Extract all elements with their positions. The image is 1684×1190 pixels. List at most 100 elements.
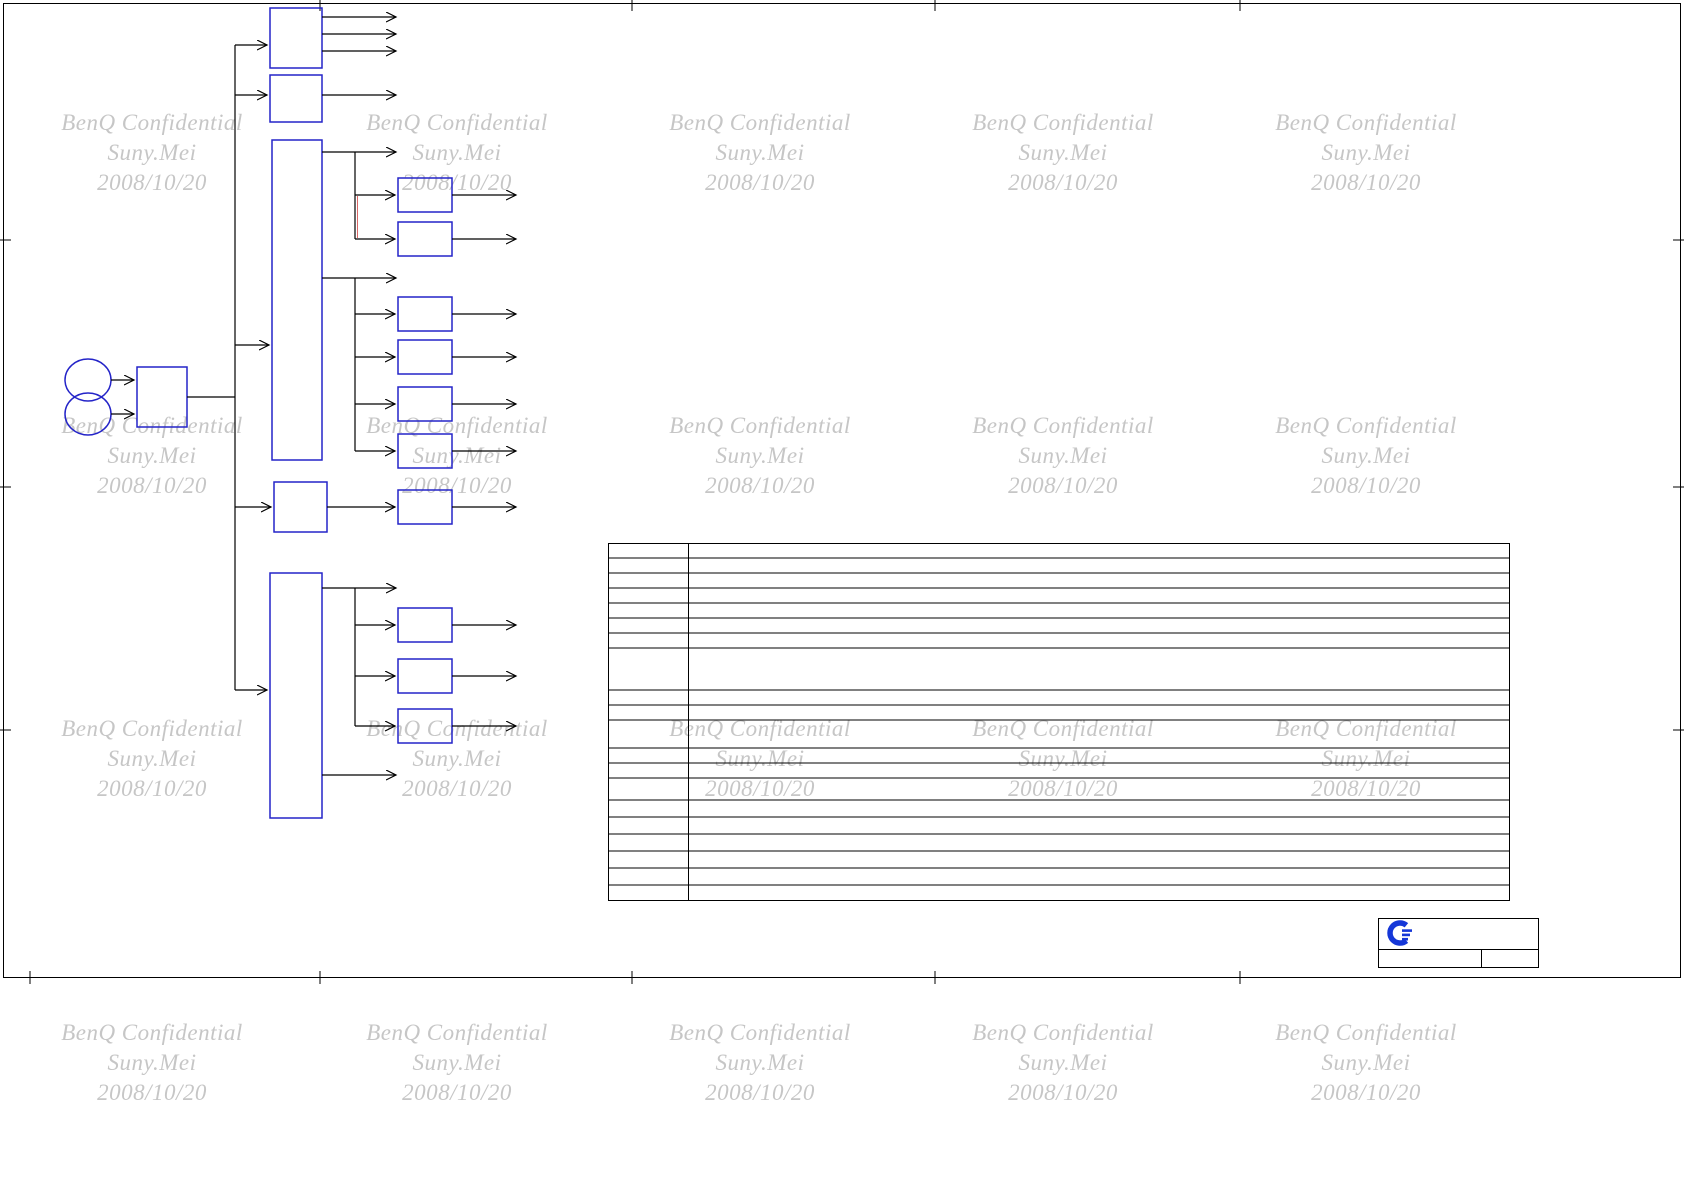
watermark: BenQ Confidential Suny.Mei 2008/10/20 (307, 411, 607, 501)
watermark-author: Suny.Mei (1321, 140, 1411, 165)
watermark-author: Suny.Mei (715, 746, 805, 771)
watermark-author: Suny.Mei (412, 443, 502, 468)
watermark-company: BenQ Confidential (669, 413, 851, 438)
watermark-author: Suny.Mei (107, 746, 197, 771)
watermark-author: Suny.Mei (1321, 1050, 1411, 1075)
table-grid (608, 543, 1510, 901)
watermark-date: 2008/10/20 (705, 776, 815, 801)
watermark-author: Suny.Mei (1018, 140, 1108, 165)
watermark-date: 2008/10/20 (97, 473, 207, 498)
watermark-date: 2008/10/20 (97, 1080, 207, 1105)
hub-block-3 (271, 139, 323, 461)
watermark-date: 2008/10/20 (705, 1080, 815, 1105)
watermark-date: 2008/10/20 (1008, 776, 1118, 801)
title-block (1378, 918, 1539, 968)
hub-block-1 (269, 7, 323, 69)
sub-block-1 (397, 177, 453, 213)
watermark-date: 2008/10/20 (402, 776, 512, 801)
watermark-author: Suny.Mei (715, 443, 805, 468)
watermark-company: BenQ Confidential (972, 1020, 1154, 1045)
watermark: BenQ Confidential Suny.Mei 2008/10/20 (1216, 108, 1516, 198)
watermark-company: BenQ Confidential (61, 110, 243, 135)
connector-lines (111, 17, 516, 775)
sub-block-7 (397, 489, 453, 525)
watermark-author: Suny.Mei (1321, 746, 1411, 771)
watermark: BenQ Confidential Suny.Mei 2008/10/20 (307, 1018, 607, 1108)
watermark: BenQ Confidential Suny.Mei 2008/10/20 (1216, 411, 1516, 501)
watermark-company: BenQ Confidential (1275, 413, 1457, 438)
source-circle-1 (64, 358, 112, 402)
watermark-company: BenQ Confidential (61, 413, 243, 438)
watermark-date: 2008/10/20 (1008, 170, 1118, 195)
watermark-company: BenQ Confidential (1275, 1020, 1457, 1045)
sub-block-6 (397, 433, 453, 469)
watermark-author: Suny.Mei (1321, 443, 1411, 468)
watermark: BenQ Confidential Suny.Mei 2008/10/20 (610, 1018, 910, 1108)
sub-block-9 (397, 658, 453, 694)
watermark-company: BenQ Confidential (61, 1020, 243, 1045)
watermark: BenQ Confidential Suny.Mei 2008/10/20 (913, 1018, 1213, 1108)
watermark-author: Suny.Mei (107, 1050, 197, 1075)
watermark: BenQ Confidential Suny.Mei 2008/10/20 (1216, 714, 1516, 804)
watermark: BenQ Confidential Suny.Mei 2008/10/20 (307, 108, 607, 198)
watermark-company: BenQ Confidential (366, 110, 548, 135)
watermark-company: BenQ Confidential (972, 413, 1154, 438)
sub-block-10 (397, 708, 453, 744)
watermark-company: BenQ Confidential (61, 716, 243, 741)
watermark: BenQ Confidential Suny.Mei 2008/10/20 (610, 108, 910, 198)
watermark-date: 2008/10/20 (97, 776, 207, 801)
hub-block-2 (269, 74, 323, 123)
watermark-author: Suny.Mei (715, 1050, 805, 1075)
watermark-company: BenQ Confidential (972, 110, 1154, 135)
watermark-date: 2008/10/20 (1311, 473, 1421, 498)
hub-block-5 (269, 572, 323, 819)
watermark-date: 2008/10/20 (1008, 473, 1118, 498)
watermark-date: 2008/10/20 (705, 473, 815, 498)
watermark-date: 2008/10/20 (1008, 1080, 1118, 1105)
watermark: BenQ Confidential Suny.Mei 2008/10/20 (2, 1018, 302, 1108)
input-block (136, 366, 188, 428)
watermark-author: Suny.Mei (412, 140, 502, 165)
sub-block-4 (397, 339, 453, 375)
watermark-date: 2008/10/20 (402, 473, 512, 498)
watermark-author: Suny.Mei (412, 746, 502, 771)
watermark-date: 2008/10/20 (705, 170, 815, 195)
watermark-date: 2008/10/20 (402, 170, 512, 195)
watermark-date: 2008/10/20 (97, 170, 207, 195)
compal-logo-icon (1387, 920, 1412, 946)
watermark: BenQ Confidential Suny.Mei 2008/10/20 (2, 411, 302, 501)
sub-block-2 (397, 221, 453, 257)
sub-block-5 (397, 386, 453, 422)
border-tick-marks (0, 0, 1684, 984)
watermark-company: BenQ Confidential (366, 413, 548, 438)
sub-block-8 (397, 607, 453, 643)
watermark-author: Suny.Mei (107, 140, 197, 165)
watermark: BenQ Confidential Suny.Mei 2008/10/20 (913, 411, 1213, 501)
watermark-company: BenQ Confidential (669, 110, 851, 135)
watermark-author: Suny.Mei (412, 1050, 502, 1075)
watermark-company: BenQ Confidential (669, 1020, 851, 1045)
watermark: BenQ Confidential Suny.Mei 2008/10/20 (610, 411, 910, 501)
watermark-date: 2008/10/20 (1311, 776, 1421, 801)
watermark-author: Suny.Mei (1018, 1050, 1108, 1075)
watermark-date: 2008/10/20 (1311, 170, 1421, 195)
watermark-author: Suny.Mei (1018, 443, 1108, 468)
watermark-company: BenQ Confidential (366, 1020, 548, 1045)
watermark: BenQ Confidential Suny.Mei 2008/10/20 (2, 108, 302, 198)
watermark-author: Suny.Mei (715, 140, 805, 165)
watermark-date: 2008/10/20 (402, 1080, 512, 1105)
watermark-author: Suny.Mei (1018, 746, 1108, 771)
sheet-border (0, 0, 1684, 984)
watermark: BenQ Confidential Suny.Mei 2008/10/20 (2, 714, 302, 804)
block-diagram (64, 7, 516, 819)
watermark-date: 2008/10/20 (1311, 1080, 1421, 1105)
hub-block-4 (273, 481, 328, 533)
watermark-author: Suny.Mei (107, 443, 197, 468)
source-circle-2 (64, 392, 112, 436)
sub-block-3 (397, 296, 453, 332)
watermark-company: BenQ Confidential (1275, 110, 1457, 135)
watermark: BenQ Confidential Suny.Mei 2008/10/20 (1216, 1018, 1516, 1108)
watermark: BenQ Confidential Suny.Mei 2008/10/20 (913, 108, 1213, 198)
